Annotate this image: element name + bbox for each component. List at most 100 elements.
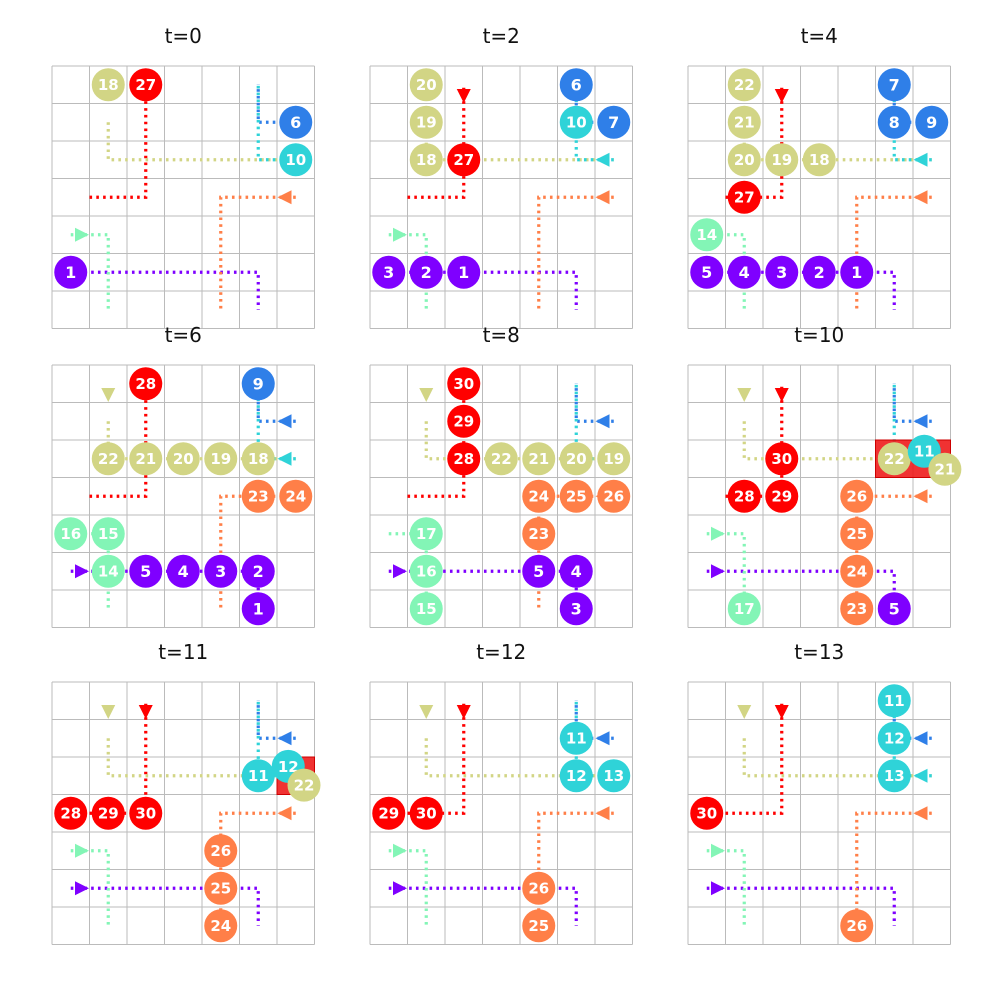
agent-circle (166, 442, 200, 476)
agent-marker: 22 (91, 442, 125, 476)
agent-label: 12 (278, 758, 299, 776)
agent-circle (129, 442, 163, 476)
agent-circle (166, 554, 200, 588)
agent-circle (409, 592, 443, 626)
agent-marker: 22 (877, 442, 911, 476)
agent-label: 26 (603, 488, 624, 506)
direction-arrow (75, 227, 89, 242)
direction-arrow (277, 451, 292, 466)
agent-circle (877, 68, 911, 102)
agent-label: 30 (771, 450, 792, 468)
agent-label: 4 (571, 562, 582, 581)
agent-circle (597, 105, 631, 139)
agent-marker: 28 (54, 796, 88, 830)
agent-label: 30 (453, 375, 474, 393)
agent-marker: 17 (727, 592, 761, 626)
agent-circle (765, 255, 799, 289)
agent-label: 22 (491, 450, 512, 468)
agent-circle (241, 479, 275, 513)
agent-marker: 1 (54, 255, 88, 289)
agent-circle (559, 721, 593, 755)
agent-circle (597, 442, 631, 476)
agent-marker: 28 (447, 442, 481, 476)
agent-marker: 10 (279, 143, 313, 177)
agent-marker: 17 (409, 517, 443, 551)
agent-circle (241, 592, 275, 626)
agent-marker: 29 (447, 404, 481, 438)
agent-label: 23 (846, 600, 867, 618)
agent-label: 19 (771, 151, 792, 169)
direction-arrow (277, 190, 292, 205)
agent-circle (241, 367, 275, 401)
agent-marker: 24 (522, 479, 556, 513)
panel-t-0: t=0 18 27 6 10 1 (51, 24, 315, 329)
direction-arrow (913, 414, 928, 429)
agent-label: 25 (566, 488, 587, 506)
agent-marker: 15 (409, 592, 443, 626)
agent-circle (447, 404, 481, 438)
agent-label: 20 (416, 76, 437, 94)
agent-circle (279, 143, 313, 177)
direction-arrow (774, 388, 789, 402)
agent-circle (241, 554, 275, 588)
agent-label: 22 (98, 450, 119, 468)
agent-label: 29 (378, 805, 399, 823)
route-path (407, 84, 466, 199)
agent-circle (129, 796, 163, 830)
agent-marker: 15 (91, 517, 125, 551)
agent-marker: 29 (765, 479, 799, 513)
agent-marker: 29 (372, 796, 406, 830)
direction-arrow (393, 227, 407, 242)
agent-label: 20 (566, 450, 587, 468)
agent-circle (409, 554, 443, 588)
direction-arrow (595, 731, 610, 746)
direction-arrow (456, 89, 471, 103)
agent-label: 22 (734, 76, 755, 94)
agent-marker: 13 (877, 759, 911, 793)
agent-label: 12 (884, 730, 905, 748)
agent-label: 19 (210, 450, 231, 468)
agent-circle (840, 909, 874, 943)
grid (369, 681, 633, 945)
agent-circle (877, 105, 911, 139)
agent-circle (372, 796, 406, 830)
route-path (407, 700, 466, 815)
route-path (256, 700, 296, 740)
agent-label: 12 (566, 767, 587, 785)
route-path (256, 84, 296, 124)
agent-label: 19 (603, 450, 624, 468)
agent-circle (727, 479, 761, 513)
agent-circle (409, 255, 443, 289)
agent-circle (204, 554, 238, 588)
direction-arrow (595, 414, 610, 429)
agent-marker: 7 (597, 105, 631, 139)
agent-marker: 8 (877, 105, 911, 139)
agent-label: 25 (528, 917, 549, 935)
direction-arrow (711, 843, 725, 858)
agent-label: 26 (846, 917, 867, 935)
grid (51, 364, 315, 628)
agent-label: 2 (814, 263, 825, 282)
agent-circle (409, 143, 443, 177)
agent-circle (409, 517, 443, 551)
agent-circle (54, 255, 88, 289)
agent-label: 2 (421, 263, 432, 282)
route-path (725, 700, 784, 815)
panel-title: t=6 (165, 323, 202, 347)
panel-title: t=4 (801, 24, 838, 48)
direction-arrow (138, 705, 153, 719)
agent-circle (91, 796, 125, 830)
agent-marker: 20 (166, 442, 200, 476)
agent-circle (802, 255, 836, 289)
direction-arrow (75, 843, 89, 858)
agent-circle (597, 759, 631, 793)
agent-marker: 16 (54, 517, 88, 551)
agent-marker: 18 (409, 143, 443, 177)
agent-circle (522, 479, 556, 513)
agent-label: 28 (453, 450, 474, 468)
direction-arrow (913, 806, 928, 821)
agent-label: 6 (290, 113, 301, 132)
agent-marker: 30 (129, 796, 163, 830)
direction-arrow (913, 190, 928, 205)
